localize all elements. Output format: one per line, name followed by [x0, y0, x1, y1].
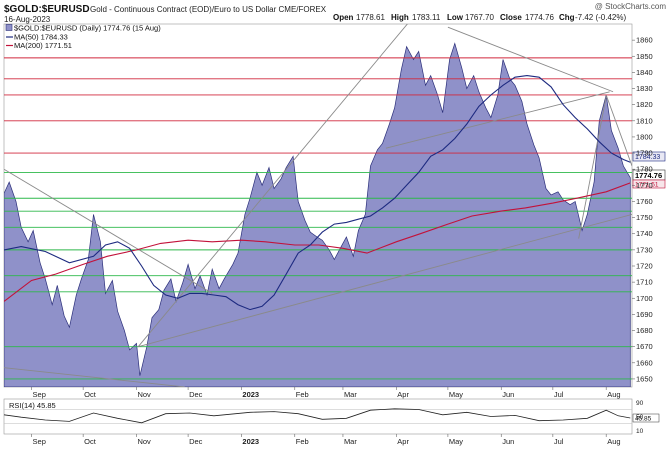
y-tick-label: 1800	[636, 132, 653, 141]
trendline	[138, 213, 632, 348]
rsi-x-tick-label: 2023	[242, 437, 259, 446]
y-tick-label: 1770	[636, 181, 653, 190]
rsi-value-tag	[632, 413, 660, 423]
price-tag-ma200-text: 1771.51	[635, 182, 659, 189]
rsi-x-tick-label: Feb	[296, 437, 309, 446]
low-label: Low	[447, 13, 464, 22]
chart-description: Gold - Continuous Contract (EOD)/Euro to…	[90, 5, 327, 14]
y-tick-label: 1700	[636, 294, 653, 303]
price-tag-ma200-box	[632, 179, 666, 189]
y-tick-label: 1790	[636, 149, 653, 158]
y-tick-label: 1670	[636, 342, 653, 351]
rsi-label: RSI(14) 45.85	[9, 401, 56, 410]
y-tick-label: 1680	[636, 326, 653, 335]
y-tick-label: 1720	[636, 262, 653, 271]
rsi-x-tick-label: Aug	[607, 437, 620, 446]
x-tick-label: Oct	[84, 390, 97, 399]
rsi-y-tick-label: 50	[636, 414, 644, 421]
y-tick-label: 1650	[636, 374, 653, 383]
rsi-x-tick-label: Oct	[84, 437, 97, 446]
y-tick-label: 1850	[636, 52, 653, 61]
x-tick-label: Apr	[397, 390, 409, 399]
close-value: 1774.76	[525, 13, 554, 22]
x-tick-label: Dec	[189, 390, 203, 399]
trendline	[4, 168, 213, 294]
x-tick-label: Nov	[137, 390, 151, 399]
rsi-value-tag-text: 45.85	[635, 416, 652, 423]
trendline	[605, 94, 632, 167]
rsi-x-tick-label: Nov	[137, 437, 151, 446]
legend: $GOLD:$EURUSD (Daily) 1774.76 (15 Aug) M…	[5, 24, 161, 50]
price-tag-ma50-text: 1784.33	[635, 154, 660, 161]
x-tick-label: Sep	[33, 390, 46, 399]
rsi-x-tick-label: Jun	[502, 437, 514, 446]
ma50-line	[4, 75, 631, 311]
y-tick-label: 1810	[636, 116, 653, 125]
y-tick-label: 1660	[636, 358, 653, 367]
rsi-x-tick-label: Sep	[33, 437, 46, 446]
legend-ma50: MA(50) 1784.33	[14, 33, 68, 42]
trendline	[137, 24, 408, 347]
legend-swatch-price	[5, 24, 13, 31]
x-tick-label: Jul	[554, 390, 564, 399]
rsi-y-tick-label: 10	[636, 428, 644, 435]
y-tick-label: 1840	[636, 68, 653, 77]
y-tick-label: 1860	[636, 36, 653, 45]
y-tick-label: 1750	[636, 213, 653, 222]
y-tick-label: 1710	[636, 278, 653, 287]
low-value: 1767.70	[465, 13, 494, 22]
rsi-y-tick-label: 90	[636, 400, 644, 407]
price-area	[4, 42, 631, 387]
y-tick-label: 1740	[636, 229, 653, 238]
open-label: Open	[333, 13, 354, 22]
high-label: High	[391, 13, 409, 22]
y-tick-label: 1760	[636, 197, 653, 206]
x-tick-label: 2023	[242, 390, 259, 399]
trendline	[447, 26, 614, 93]
x-tick-label: Jun	[502, 390, 514, 399]
rsi-x-tick-label: May	[449, 437, 463, 446]
trendline	[4, 367, 185, 387]
rsi-line	[4, 408, 631, 424]
rsi-x-tick-label: Apr	[397, 437, 409, 446]
legend-ma200: MA(200) 1771.51	[14, 41, 72, 50]
y-tick-label: 1780	[636, 165, 653, 174]
price-tag-ma50: 1784.33	[632, 151, 666, 162]
y-tick-label: 1830	[636, 84, 653, 93]
price-tag-ma50-box	[632, 151, 666, 162]
chg-value: -7.42 (-0.42%)	[575, 13, 626, 22]
trendline	[578, 96, 607, 239]
ma200-line	[4, 182, 631, 302]
price-tag-ma200: 1771.51	[632, 179, 666, 189]
x-tick-label: May	[449, 390, 463, 399]
x-tick-label: Feb	[296, 390, 309, 399]
x-tick-label: Aug	[607, 390, 620, 399]
high-value: 1783.11	[412, 13, 441, 22]
y-tick-label: 1730	[636, 245, 653, 254]
x-tick-label: Mar	[344, 390, 357, 399]
y-tick-label: 1820	[636, 100, 653, 109]
trendline	[385, 91, 610, 149]
watermark: @ StockCharts.com	[595, 2, 667, 11]
rsi-x-tick-label: Mar	[344, 437, 357, 446]
chart-symbol: $GOLD:$EURUSD	[4, 4, 90, 15]
y-tick-label: 1690	[636, 310, 653, 319]
legend-price: $GOLD:$EURUSD (Daily) 1774.76 (15 Aug)	[14, 24, 161, 33]
chart-date: 16-Aug-2023	[4, 15, 51, 24]
rsi-x-tick-label: Dec	[189, 437, 203, 446]
chg-label: Chg	[559, 13, 575, 22]
price-tag-close-text: 1774.76	[635, 171, 662, 180]
rsi-x-tick-label: Jul	[554, 437, 564, 446]
rsi-panel-frame	[3, 398, 633, 435]
close-label: Close	[500, 13, 522, 22]
open-value: 1778.61	[356, 13, 385, 22]
